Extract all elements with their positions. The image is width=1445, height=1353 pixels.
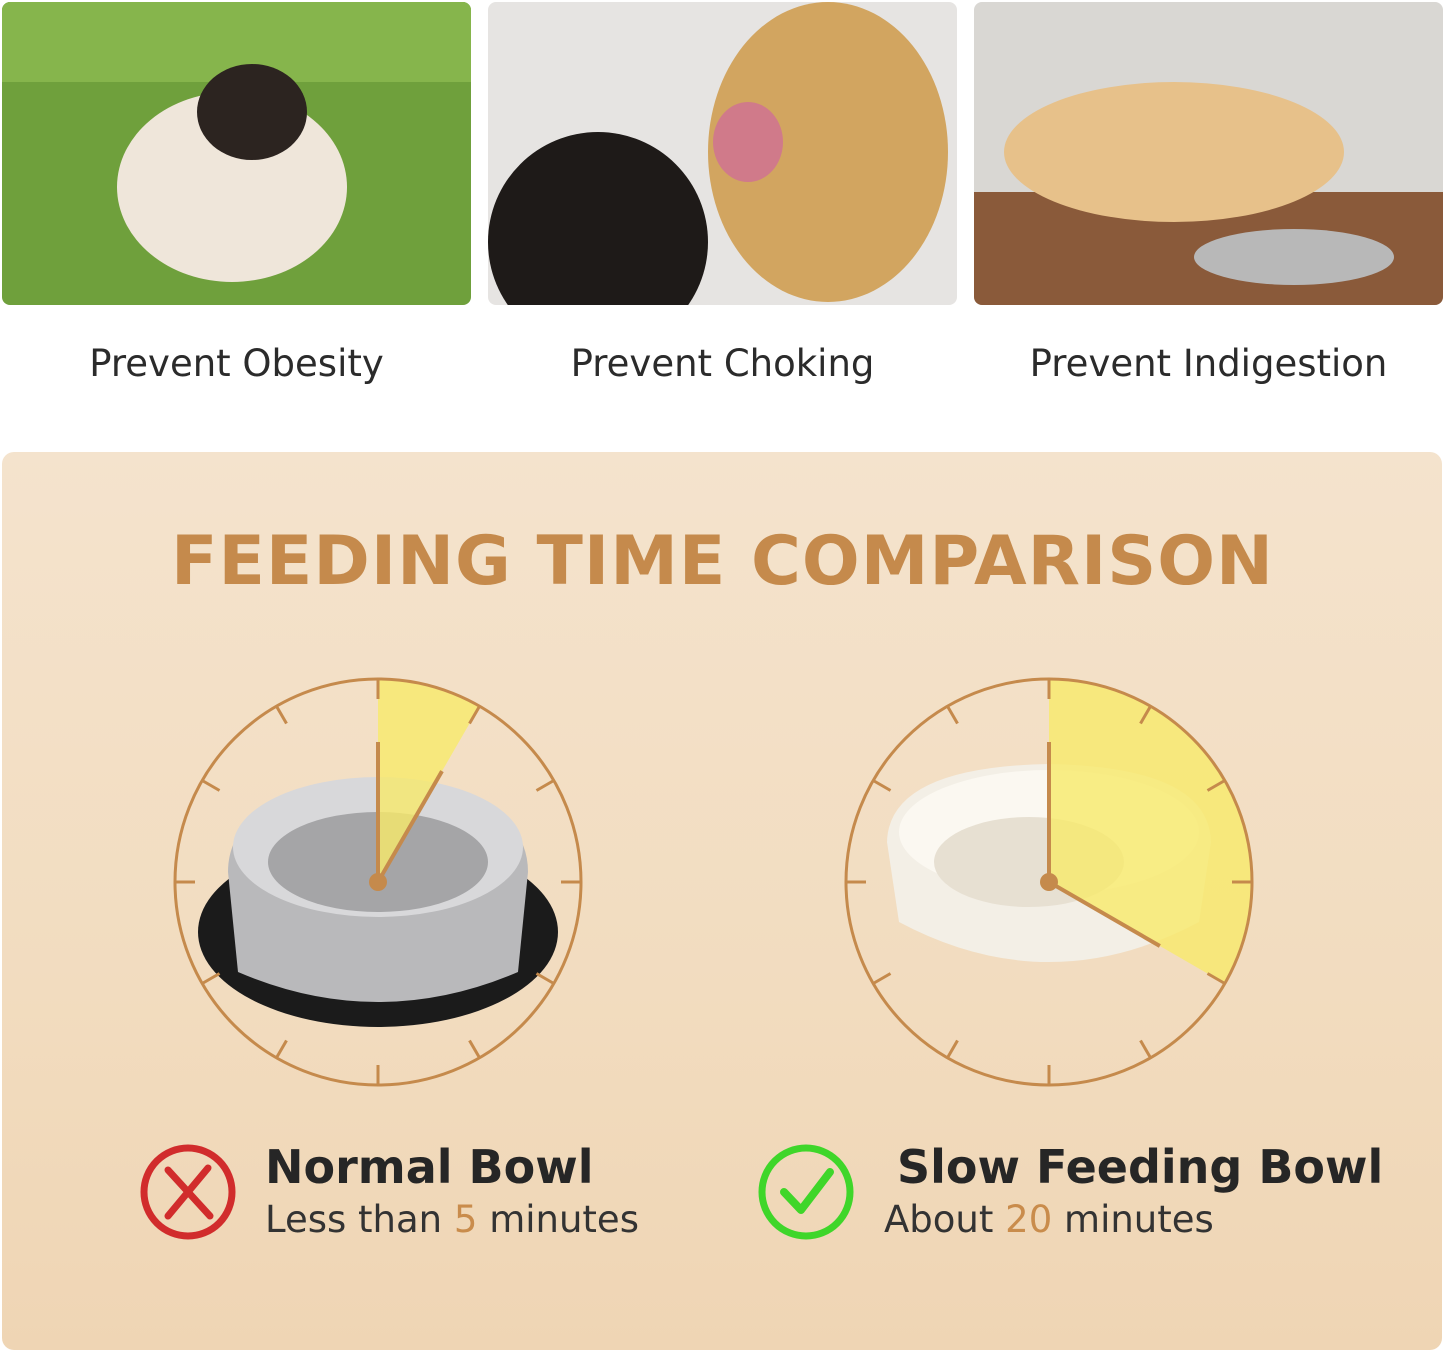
clock-tick [201,779,221,792]
clock-center [369,873,387,891]
clock-tick [946,1039,959,1059]
clock-tick [1139,1039,1152,1059]
clock-tick [201,972,221,985]
clock-tick [535,972,555,985]
clock-tick [468,705,481,725]
clock-tick [872,972,892,985]
elapsed-time-wedge [378,679,480,882]
normal-bowl-time: Less than 5 minutes [265,1198,639,1241]
benefit-caption-indigestion: Prevent Indigestion [1029,342,1388,385]
benefit-caption-obesity: Prevent Obesity [89,342,384,385]
clock-tick [946,705,959,725]
time-prefix: About [884,1198,994,1241]
slow-bowl-label: Slow Feeding Bowl About 20 minutes [884,1140,1383,1241]
elapsed-time-wedge [1049,679,1252,984]
clock-center [1040,873,1058,891]
clock-tick [872,779,892,792]
dog-choking-photo [488,2,957,305]
dog-indigestion-photo [974,2,1443,305]
green-check-icon [758,1144,854,1240]
time-number: 5 [453,1198,478,1241]
slow-bowl-name: Slow Feeding Bowl [897,1140,1384,1194]
benefit-caption-choking: Prevent Choking [570,342,875,385]
clock-hand-end [376,770,444,884]
time-suffix: minutes [1064,1198,1214,1241]
obese-pug-photo [2,2,471,305]
normal-bowl-clock [168,672,588,1092]
clock-tick [1206,779,1226,792]
clock-tick [535,779,555,792]
normal-bowl-name: Normal Bowl [265,1140,594,1194]
clock-tick [275,705,288,725]
clock-hand-end [1048,880,1161,948]
comparison-title: FEEDING TIME COMPARISON [171,522,1274,601]
clock-tick [1139,705,1152,725]
red-x-icon [140,1144,236,1240]
clock-tick [468,1039,481,1059]
time-suffix: minutes [489,1198,639,1241]
normal-bowl-label: Normal Bowl Less than 5 minutes [265,1140,639,1241]
time-prefix: Less than [265,1198,443,1241]
slow-bowl-clock [839,672,1259,1092]
time-number: 20 [1005,1198,1053,1241]
clock-tick [1206,972,1226,985]
slow-bowl-time: About 20 minutes [884,1198,1383,1241]
clock-tick [275,1039,288,1059]
